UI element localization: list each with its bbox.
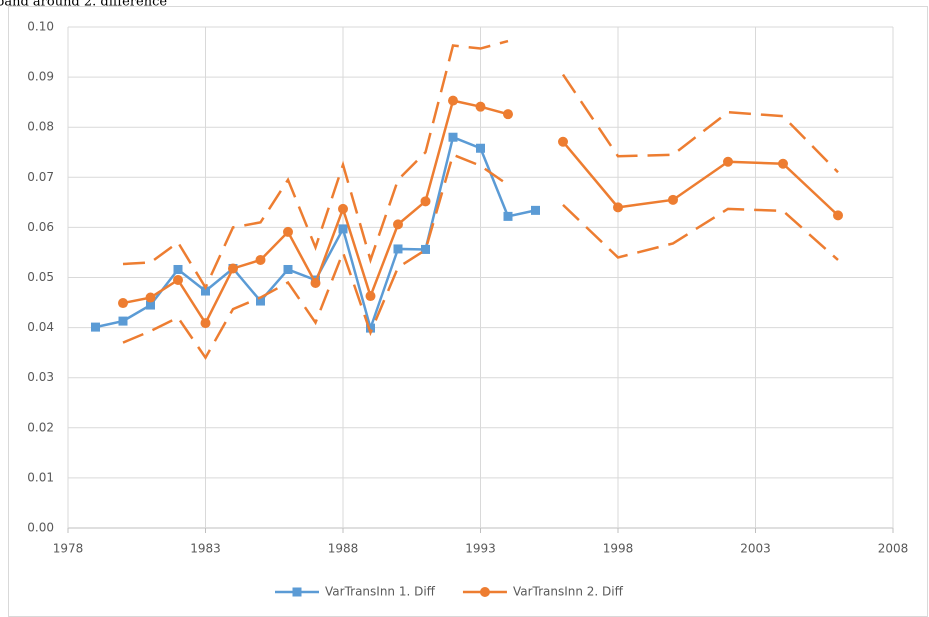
x-tick-label: 1978 — [53, 542, 84, 556]
point — [503, 211, 513, 221]
band-line — [122, 39, 839, 291]
y-tick-label: 0.10 — [27, 20, 54, 34]
legend-label: VarTransInn 2. Diff — [513, 585, 624, 599]
point — [173, 264, 183, 274]
point — [778, 158, 788, 169]
point — [475, 101, 486, 112]
point — [393, 219, 403, 230]
point — [256, 296, 265, 306]
chart-title: band around 2. difference — [0, 0, 167, 10]
point — [118, 298, 128, 309]
band-line — [122, 153, 839, 361]
point — [145, 292, 156, 303]
point — [283, 226, 293, 237]
point — [255, 254, 266, 265]
y-tick-label: 0.03 — [27, 370, 54, 384]
point — [283, 264, 293, 274]
point — [91, 322, 100, 332]
point — [228, 263, 238, 274]
point — [393, 244, 403, 254]
x-tick-label: 1983 — [190, 542, 221, 556]
point — [448, 132, 458, 142]
y-tick-label: 0.07 — [27, 170, 54, 184]
y-tick-label: 0.08 — [27, 120, 54, 134]
point — [365, 291, 376, 302]
x-tick-label: 1998 — [603, 542, 634, 556]
point — [421, 244, 430, 254]
x-tick-label: 2003 — [740, 542, 771, 556]
point — [613, 202, 623, 213]
x-tick-label: 1993 — [465, 542, 496, 556]
chart-frame — [8, 6, 928, 617]
point — [420, 196, 431, 207]
point — [310, 278, 321, 289]
x-tick-label: 2008 — [878, 542, 909, 556]
point — [558, 136, 568, 147]
y-tick-label: 0.04 — [27, 320, 54, 334]
x-tick-label: 1988 — [328, 542, 359, 556]
y-tick-label: 0.02 — [27, 420, 54, 434]
point — [118, 316, 128, 326]
point — [503, 109, 513, 120]
point — [338, 224, 348, 234]
y-tick-label: 0.00 — [27, 521, 54, 535]
y-tick-label: 0.09 — [27, 70, 54, 84]
point — [448, 95, 458, 106]
point — [723, 156, 733, 167]
point — [173, 275, 183, 286]
point — [476, 143, 485, 153]
y-tick-label: 0.01 — [27, 470, 54, 484]
point — [366, 323, 375, 333]
point — [668, 194, 678, 205]
legend-marker — [292, 587, 302, 597]
y-tick-label: 0.05 — [27, 270, 54, 284]
point — [146, 300, 155, 310]
point — [201, 286, 210, 296]
point — [338, 203, 348, 214]
point — [200, 318, 211, 329]
legend-label: VarTransInn 1. Diff — [325, 585, 436, 599]
y-tick-label: 0.06 — [27, 220, 54, 234]
legend-marker — [479, 587, 490, 597]
point — [833, 210, 843, 221]
point — [531, 205, 540, 215]
